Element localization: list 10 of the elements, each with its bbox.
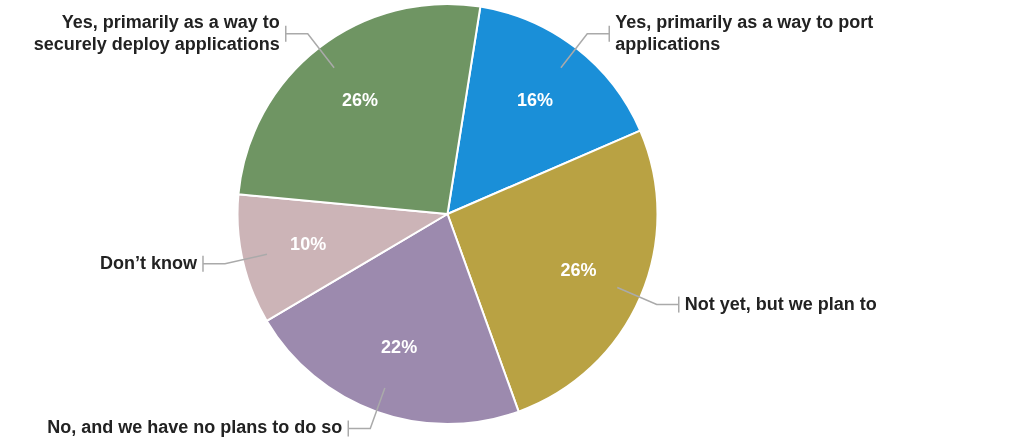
slice-label: No, and we have no plans to do so bbox=[47, 417, 343, 438]
data-label: 10% bbox=[290, 234, 327, 255]
slice-label: Yes, primarily as a way to port applications bbox=[615, 11, 874, 54]
slice-label: Not yet, but we plan to bbox=[684, 293, 877, 314]
slice-label: Don’t know bbox=[99, 252, 198, 273]
slice-label: Yes, primarily as a way to securely deploy applications bbox=[33, 11, 280, 54]
data-label: 26% bbox=[341, 90, 378, 111]
data-label: 16% bbox=[517, 90, 554, 111]
data-label: 26% bbox=[560, 259, 597, 280]
data-label: 22% bbox=[381, 337, 418, 358]
